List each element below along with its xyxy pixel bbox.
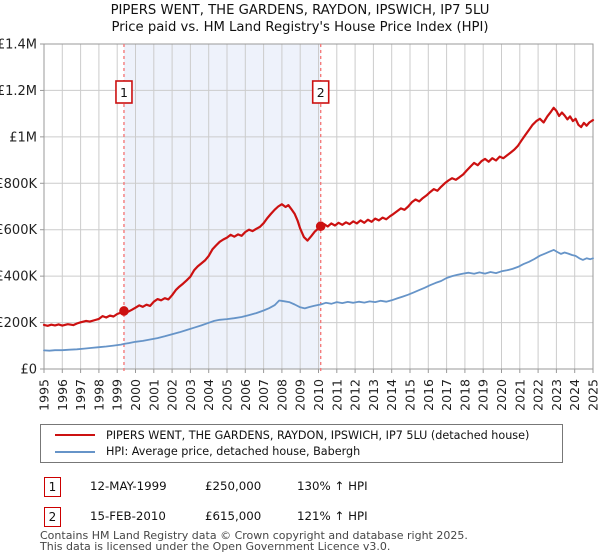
svg-text:2007: 2007 [256, 379, 271, 411]
svg-text:2021: 2021 [512, 379, 527, 411]
sale-2-marker-box: 2 [44, 507, 61, 527]
svg-text:£200K: £200K [0, 316, 37, 331]
svg-text:2008: 2008 [274, 379, 289, 411]
svg-text:2024: 2024 [567, 379, 582, 411]
svg-text:2003: 2003 [183, 379, 198, 411]
sale-2-price: £615,000 [205, 509, 262, 523]
svg-text:2011: 2011 [329, 379, 344, 411]
svg-text:1996: 1996 [55, 379, 70, 411]
svg-text:1999: 1999 [110, 379, 125, 411]
svg-text:2: 2 [317, 85, 325, 100]
svg-text:£1.2M: £1.2M [0, 84, 37, 99]
sale-1-price: £250,000 [205, 479, 262, 493]
chart-legend: PIPERS WENT, THE GARDENS, RAYDON, IPSWIC… [40, 424, 563, 463]
chart-title-address: PIPERS WENT, THE GARDENS, RAYDON, IPSWIC… [110, 3, 490, 18]
svg-text:2016: 2016 [421, 379, 436, 411]
sale-row-2: 2 15-FEB-2010 £615,000 121% ↑ HPI [44, 507, 574, 527]
svg-text:2000: 2000 [128, 379, 143, 411]
legend-label-hpi: HPI: Average price, detached house, Babe… [106, 445, 361, 459]
svg-text:2018: 2018 [457, 379, 472, 411]
sale-1-hpi-comparison: 130% ↑ HPI [297, 479, 368, 493]
svg-text:1: 1 [120, 85, 128, 100]
svg-text:£0: £0 [20, 363, 37, 378]
sale-row-1: 1 12-MAY-1999 £250,000 130% ↑ HPI [44, 477, 574, 497]
svg-text:2012: 2012 [348, 379, 363, 411]
legend-item-hpi: HPI: Average price, detached house, Babe… [55, 445, 562, 458]
svg-text:1998: 1998 [91, 379, 106, 411]
sale-2-hpi-comparison: 121% ↑ HPI [297, 509, 368, 523]
svg-text:2013: 2013 [366, 379, 381, 411]
legend-label-price-paid: PIPERS WENT, THE GARDENS, RAYDON, IPSWIC… [106, 428, 530, 442]
svg-text:2002: 2002 [165, 379, 180, 411]
svg-text:2020: 2020 [494, 379, 509, 411]
svg-text:2001: 2001 [146, 379, 161, 411]
svg-text:£1M: £1M [9, 130, 37, 145]
sale-1-date: 12-MAY-1999 [90, 479, 167, 493]
svg-text:2022: 2022 [531, 379, 546, 411]
svg-text:2005: 2005 [220, 379, 235, 411]
svg-text:2023: 2023 [549, 379, 564, 411]
svg-text:£600K: £600K [0, 223, 37, 238]
sale-2-date: 15-FEB-2010 [90, 509, 166, 523]
licence-line: This data is licensed under the Open Gov… [40, 540, 391, 553]
chart-subtitle: Price paid vs. HM Land Registry's House … [111, 20, 489, 35]
svg-text:£800K: £800K [0, 177, 37, 192]
svg-text:2015: 2015 [403, 379, 418, 411]
svg-text:2025: 2025 [586, 379, 600, 411]
svg-text:2010: 2010 [311, 379, 326, 411]
svg-text:2017: 2017 [439, 379, 454, 411]
svg-text:1995: 1995 [37, 379, 52, 411]
svg-text:£400K: £400K [0, 270, 37, 285]
price-chart-plot: 1995 1996 1997 1998 1999 2000 2001 2002 2003 2004… [0, 38, 600, 411]
svg-text:£1.4M: £1.4M [0, 38, 37, 53]
svg-text:2004: 2004 [201, 379, 216, 411]
hpi-line-swatch [55, 450, 95, 453]
svg-text:1997: 1997 [73, 379, 88, 411]
price-paid-line-swatch [55, 434, 95, 437]
legend-item-price-paid: PIPERS WENT, THE GARDENS, RAYDON, IPSWIC… [55, 429, 562, 442]
svg-text:2009: 2009 [293, 379, 308, 411]
svg-text:2014: 2014 [384, 379, 399, 411]
copyright-line: Contains HM Land Registry data © Crown c… [40, 529, 468, 542]
svg-text:2019: 2019 [476, 379, 491, 411]
sale-1-marker-box: 1 [44, 477, 61, 497]
svg-text:2006: 2006 [238, 379, 253, 411]
